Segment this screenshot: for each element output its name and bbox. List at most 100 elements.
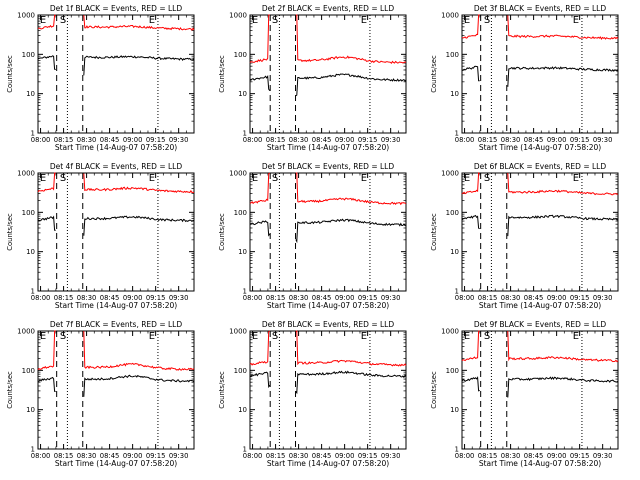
x-tick-label: 09:00 xyxy=(123,136,143,144)
x-tick-label: 08:00 xyxy=(243,452,263,460)
panel-det-6f: Det 6f BLACK = Events, RED = LLD 1 10 100 10… xyxy=(430,162,619,310)
x-tick-label: 08:00 xyxy=(455,136,475,144)
x-tick-label: 08:45 xyxy=(524,452,544,460)
marker-e-left: E xyxy=(252,15,258,26)
x-tick-label: 09:30 xyxy=(381,294,401,302)
events-series-line xyxy=(295,73,407,97)
events-series-line xyxy=(37,55,56,70)
lld-series-line xyxy=(249,14,270,64)
x-tick-label: 09:15 xyxy=(570,452,590,460)
x-tick-label: 09:15 xyxy=(570,294,590,302)
y-tick-label: 10 xyxy=(26,406,35,414)
marker-e-right: E xyxy=(573,331,579,342)
lld-series-line xyxy=(249,172,271,205)
y-tick-label: 1 xyxy=(243,130,247,138)
y-tick-label: 1 xyxy=(455,288,459,296)
y-axis-label: Counts/sec xyxy=(6,55,14,93)
x-tick-label: 08:00 xyxy=(243,294,263,302)
y-tick-label: 10 xyxy=(450,248,459,256)
x-tick-label: 08:30 xyxy=(289,136,309,144)
panel-title: Det 7f BLACK = Events, RED = LLD xyxy=(50,320,183,329)
x-tick-label: 08:00 xyxy=(31,294,51,302)
marker-e-left: E xyxy=(464,331,470,342)
y-tick-label: 1000 xyxy=(441,12,459,20)
events-series-line xyxy=(507,214,619,237)
y-tick-label: 1000 xyxy=(229,328,247,336)
x-axis-label: Start Time (14-Aug-07 07:58:20) xyxy=(267,301,389,310)
y-tick-label: 10 xyxy=(450,90,459,98)
lld-series-line xyxy=(507,15,619,40)
y-tick-label: 1000 xyxy=(229,12,247,20)
x-tick-label: 08:00 xyxy=(455,294,475,302)
marker-s: S xyxy=(484,173,490,184)
x-tick-label: 08:30 xyxy=(77,452,97,460)
axes-frame xyxy=(37,330,195,450)
x-axis-label: Start Time (14-Aug-07 07:58:20) xyxy=(55,143,177,152)
y-axis-label: Counts/sec xyxy=(6,371,14,409)
y-axis-label: Counts/sec xyxy=(430,55,438,93)
y-tick-label: 1 xyxy=(243,288,247,296)
x-tick-label: 09:15 xyxy=(570,136,590,144)
x-tick-label: 08:15 xyxy=(478,452,498,460)
events-series-line xyxy=(249,371,271,389)
x-axis-label: Start Time (14-Aug-07 07:58:20) xyxy=(267,459,389,468)
axes-frame xyxy=(249,330,407,450)
y-tick-label: 10 xyxy=(450,406,459,414)
x-tick-label: 08:00 xyxy=(243,136,263,144)
panel-title: Det 4f BLACK = Events, RED = LLD xyxy=(50,162,183,171)
axes-frame xyxy=(461,172,619,292)
x-tick-label: 08:45 xyxy=(100,452,120,460)
x-tick-label: 09:30 xyxy=(169,136,189,144)
marker-s: S xyxy=(272,15,278,26)
marker-e-right: E xyxy=(149,15,155,26)
x-tick-label: 08:45 xyxy=(312,452,332,460)
marker-e-right: E xyxy=(573,15,579,26)
y-axis-label: Counts/sec xyxy=(430,371,438,409)
y-tick-label: 1 xyxy=(31,446,35,454)
events-series-line xyxy=(461,65,480,82)
x-tick-label: 08:15 xyxy=(478,294,498,302)
x-axis-label: Start Time (14-Aug-07 07:58:20) xyxy=(55,301,177,310)
y-axis-label: Counts/sec xyxy=(218,213,226,251)
y-tick-label: 100 xyxy=(446,367,459,375)
axes-frame xyxy=(37,14,195,134)
panel-title: Det 8f BLACK = Events, RED = LLD xyxy=(262,320,395,329)
x-tick-label: 08:45 xyxy=(524,136,544,144)
y-tick-label: 100 xyxy=(22,51,35,59)
panel-det-7f: Det 7f BLACK = Events, RED = LLD 1 10 100 10… xyxy=(6,320,195,468)
x-tick-label: 09:15 xyxy=(358,294,378,302)
lld-series-line xyxy=(507,172,619,196)
marker-e-right: E xyxy=(149,331,155,342)
x-tick-label: 08:45 xyxy=(524,294,544,302)
x-tick-label: 08:15 xyxy=(266,294,286,302)
y-tick-label: 10 xyxy=(238,90,247,98)
marker-s: S xyxy=(484,15,490,26)
x-tick-label: 08:45 xyxy=(100,136,120,144)
x-tick-label: 09:00 xyxy=(123,452,143,460)
panel-det-9f: Det 9f BLACK = Events, RED = LLD 1 10 100 10… xyxy=(430,320,619,468)
axes-frame xyxy=(249,14,407,134)
x-tick-label: 09:30 xyxy=(169,452,189,460)
marker-e-left: E xyxy=(40,15,46,26)
axes-frame xyxy=(249,172,407,292)
y-tick-label: 1000 xyxy=(229,170,247,178)
marker-e-left: E xyxy=(40,331,46,342)
lld-series-line xyxy=(83,330,195,371)
x-tick-label: 08:00 xyxy=(31,136,51,144)
x-axis-label: Start Time (14-Aug-07 07:58:20) xyxy=(479,459,601,468)
y-tick-label: 100 xyxy=(234,51,247,59)
x-tick-label: 09:30 xyxy=(169,294,189,302)
marker-e-right: E xyxy=(573,173,579,184)
marker-e-right: E xyxy=(149,173,155,184)
axes-frame xyxy=(461,14,619,134)
marker-s: S xyxy=(272,173,278,184)
x-tick-label: 08:45 xyxy=(100,294,120,302)
lld-series-line xyxy=(295,172,407,206)
panel-det-8f: Det 8f BLACK = Events, RED = LLD 1 10 100 10… xyxy=(218,320,407,468)
y-tick-label: 1 xyxy=(455,446,459,454)
marker-e-left: E xyxy=(252,173,258,184)
x-tick-label: 09:00 xyxy=(547,452,567,460)
x-tick-label: 08:30 xyxy=(501,136,521,144)
x-tick-label: 08:30 xyxy=(77,136,97,144)
